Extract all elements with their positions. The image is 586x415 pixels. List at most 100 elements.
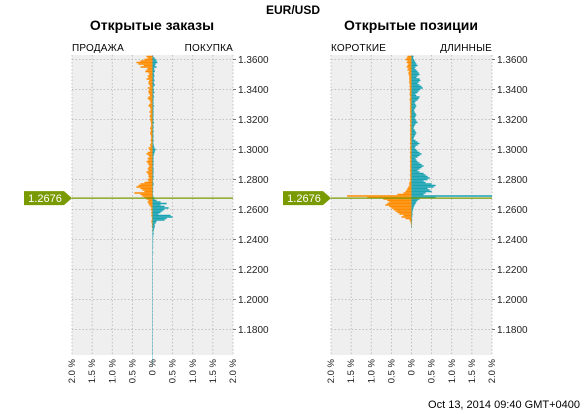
long-bar	[411, 58, 414, 61]
long-bar	[411, 151, 420, 154]
buy-bar	[152, 67, 155, 70]
short-bar	[410, 127, 412, 130]
sell-label: ПРОДАЖА	[72, 43, 124, 54]
sell-bar	[150, 145, 153, 148]
sell-bar	[140, 187, 153, 190]
long-bar	[411, 72, 419, 74]
long-bar	[411, 114, 417, 116]
buy-bar	[152, 181, 154, 184]
long-bar	[411, 195, 492, 197]
long-bar	[411, 148, 417, 151]
y-tick-label: 1.2000	[238, 295, 269, 306]
buy-bar	[152, 229, 154, 232]
sell-bar	[147, 87, 153, 89]
short-bar	[410, 135, 412, 137]
short-bar	[408, 186, 412, 188]
buy-bar	[152, 66, 157, 68]
buy-bar	[152, 175, 154, 178]
buy-bar	[152, 61, 158, 64]
sell-bar	[151, 136, 153, 139]
sell-bar	[150, 144, 153, 146]
short-bar	[410, 163, 412, 166]
y-tick-label: 1.2800	[238, 175, 269, 186]
short-bar	[409, 105, 412, 107]
short-bar	[409, 115, 412, 118]
sell-bar	[146, 153, 153, 155]
sell-bar	[147, 168, 153, 170]
short-bar	[409, 84, 412, 86]
sell-bar	[150, 123, 153, 125]
buy-bar	[152, 225, 155, 227]
sell-bar	[150, 130, 153, 133]
short-bar	[409, 174, 412, 176]
short-bar	[409, 124, 412, 127]
open-orders-title: Открытые заказы	[90, 17, 214, 33]
long-bar	[411, 88, 421, 91]
short-bar	[408, 72, 412, 74]
long-bar	[411, 84, 420, 86]
short-bar	[410, 141, 412, 143]
short-bar	[410, 109, 412, 112]
long-bar	[411, 138, 414, 140]
short-bar	[405, 58, 412, 61]
x-tick-label: 0.5 %	[386, 358, 397, 383]
buy-bar	[152, 90, 154, 92]
buy-bar	[152, 58, 156, 61]
long-bar	[411, 99, 418, 101]
sell-bar	[148, 180, 153, 182]
sell-bar	[148, 147, 153, 149]
x-tick-label: 1.0 %	[107, 358, 118, 383]
y-tick-label: 1.3000	[238, 145, 269, 156]
x-tick-label: 1.5 %	[467, 358, 478, 383]
short-bar	[410, 171, 412, 173]
buy-bar	[152, 108, 154, 110]
open-orders-bars	[134, 55, 173, 365]
sell-bar	[140, 60, 153, 62]
long-bar	[411, 85, 422, 88]
sell-bar	[150, 135, 153, 137]
sell-bar	[146, 78, 153, 80]
sell-bar	[150, 117, 153, 119]
buy-bar	[152, 202, 167, 205]
short-bar	[393, 208, 412, 211]
short-bar	[407, 64, 412, 67]
buy-bar	[152, 165, 154, 167]
buy-bar	[152, 73, 155, 76]
short-bar	[410, 153, 412, 155]
long-bar	[411, 166, 422, 169]
buy-bar	[152, 148, 156, 151]
buy-bar	[152, 228, 155, 230]
long-bar	[411, 97, 419, 100]
sell-bar	[149, 111, 153, 113]
long-bar	[411, 117, 415, 119]
sell-bar	[150, 126, 153, 128]
buy-bar	[152, 135, 154, 137]
buy-bar	[152, 234, 154, 236]
y-tick-label: 1.3200	[238, 115, 269, 126]
short-bar	[409, 160, 412, 163]
short-bar	[387, 202, 412, 205]
short-bar	[406, 57, 412, 59]
current-price-marker-positions: 1.2676	[283, 191, 492, 206]
short-bar	[410, 114, 412, 116]
long-bar	[411, 145, 416, 148]
buy-bar	[152, 115, 154, 118]
buy-bar	[152, 177, 154, 179]
buy-bar	[152, 141, 154, 143]
sell-bar	[147, 57, 153, 59]
short-bar	[399, 213, 412, 215]
long-bar	[411, 105, 417, 107]
long-bar	[411, 121, 418, 124]
short-bar	[410, 222, 412, 224]
short-bar	[410, 150, 412, 152]
short-bar	[410, 157, 412, 160]
sell-bar	[134, 192, 153, 194]
long-bar	[411, 120, 417, 122]
buy-bar	[152, 72, 154, 74]
buy-bar	[152, 127, 154, 130]
y-tick-label: 1.2400	[497, 235, 528, 246]
buy-bar	[152, 120, 154, 122]
long-bar	[411, 103, 416, 106]
sell-bar	[148, 159, 153, 161]
short-bar	[410, 148, 412, 151]
